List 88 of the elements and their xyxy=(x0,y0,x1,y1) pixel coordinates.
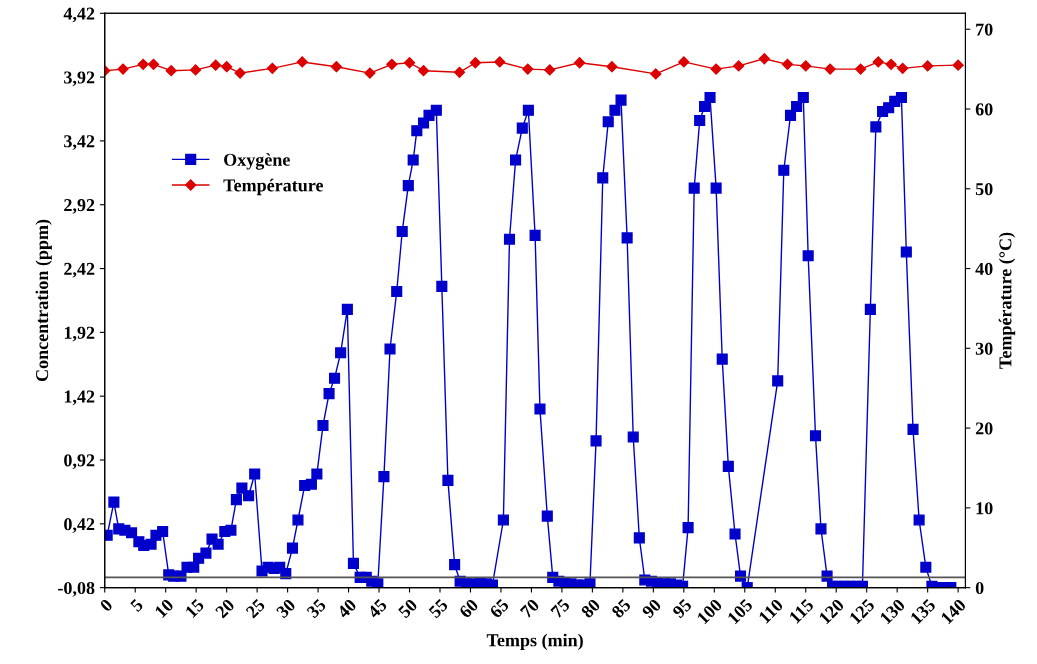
x-tick-label: 75 xyxy=(550,598,571,619)
x-tick-label: 25 xyxy=(245,598,266,619)
point xyxy=(800,60,812,72)
x-tick-label: 140 xyxy=(940,598,967,625)
point xyxy=(781,58,794,70)
y-axis-title: Concentration (ppm) xyxy=(35,219,52,382)
point xyxy=(137,58,149,70)
point xyxy=(544,64,556,76)
point xyxy=(469,57,481,69)
y-tick-label: 3,42 xyxy=(64,135,95,150)
x-tick-label: 10 xyxy=(154,598,175,619)
point xyxy=(573,57,586,69)
legend-label: Température xyxy=(223,178,324,196)
x-tick-label: 105 xyxy=(727,598,754,625)
x-tick-label: 55 xyxy=(428,598,449,619)
y-tick-label: 4,42 xyxy=(63,7,95,23)
x-tick-label: 5 xyxy=(129,598,144,613)
point xyxy=(417,65,430,77)
x-tick-label: 30 xyxy=(275,598,297,619)
point xyxy=(364,67,376,79)
y2-tick-label: 70 xyxy=(976,23,993,36)
point xyxy=(453,66,466,78)
point xyxy=(885,58,897,70)
y-tick-label: 2,92 xyxy=(64,199,95,214)
point xyxy=(824,63,836,75)
y2-tick-label: 60 xyxy=(975,103,993,116)
x-tick-label: 45 xyxy=(366,598,388,619)
y-tick-label: -0,08 xyxy=(58,581,95,597)
x-tick-label: 120 xyxy=(818,598,845,625)
point xyxy=(147,58,160,70)
point xyxy=(606,61,618,73)
x-tick-label: 130 xyxy=(879,598,906,625)
x-tick-label: 40 xyxy=(336,598,358,619)
x-tick-label: 100 xyxy=(696,598,723,625)
y2-tick-label: 10 xyxy=(976,502,993,515)
point xyxy=(165,65,177,77)
point xyxy=(494,56,506,68)
point xyxy=(266,62,278,74)
point xyxy=(210,59,222,71)
point xyxy=(234,67,246,79)
point xyxy=(221,61,233,73)
point xyxy=(733,60,745,72)
x-tick-label: 95 xyxy=(671,598,693,619)
x-tick-label: 50 xyxy=(397,598,419,619)
y-tick-label: 2,42 xyxy=(64,262,95,278)
point xyxy=(897,62,909,74)
point xyxy=(117,63,129,75)
x-tick-label: 115 xyxy=(788,598,815,624)
point xyxy=(296,56,308,68)
y2-tick-label: 50 xyxy=(975,183,993,196)
legend-label: Oxygène xyxy=(224,153,290,170)
point xyxy=(403,57,416,69)
y2-tick-label: 0 xyxy=(975,581,984,595)
y-tick-label: 3,92 xyxy=(64,71,95,87)
point xyxy=(952,59,964,71)
y2-tick-label: 40 xyxy=(975,262,993,275)
point xyxy=(758,53,770,65)
x-tick-label: 135 xyxy=(909,598,937,625)
y-tick-label: 1,92 xyxy=(64,326,95,342)
y-tick-label: 1,42 xyxy=(64,390,95,406)
point xyxy=(189,64,202,76)
x-tick-label: 70 xyxy=(519,598,540,619)
x-tick-label: 0 xyxy=(99,598,114,613)
x-tick-label: 110 xyxy=(758,598,784,624)
x-tick-label: 90 xyxy=(641,598,662,619)
y2-tick-label: 30 xyxy=(975,342,993,355)
x-axis-title: Temps (min) xyxy=(486,633,583,651)
x-tick-label: 125 xyxy=(848,598,876,625)
y-tick-label: 0,42 xyxy=(64,518,95,533)
y2-axis-title: Température (°C) xyxy=(998,232,1016,369)
point xyxy=(650,68,662,80)
point xyxy=(872,56,884,68)
point xyxy=(386,58,398,70)
x-tick-label: 20 xyxy=(214,598,236,619)
point xyxy=(678,56,690,68)
y2-tick-label: 20 xyxy=(975,422,993,435)
x-tick-label: 15 xyxy=(184,598,205,619)
point xyxy=(854,63,867,75)
x-tick-label: 80 xyxy=(580,598,601,619)
x-tick-label: 65 xyxy=(489,598,510,619)
x-tick-label: 35 xyxy=(306,598,327,619)
x-tick-label: 60 xyxy=(458,598,479,619)
point xyxy=(710,63,722,75)
point xyxy=(522,63,534,75)
point xyxy=(330,61,342,73)
point xyxy=(922,60,934,72)
y-tick-label: 0,92 xyxy=(64,454,95,470)
x-tick-label: 85 xyxy=(610,598,632,619)
